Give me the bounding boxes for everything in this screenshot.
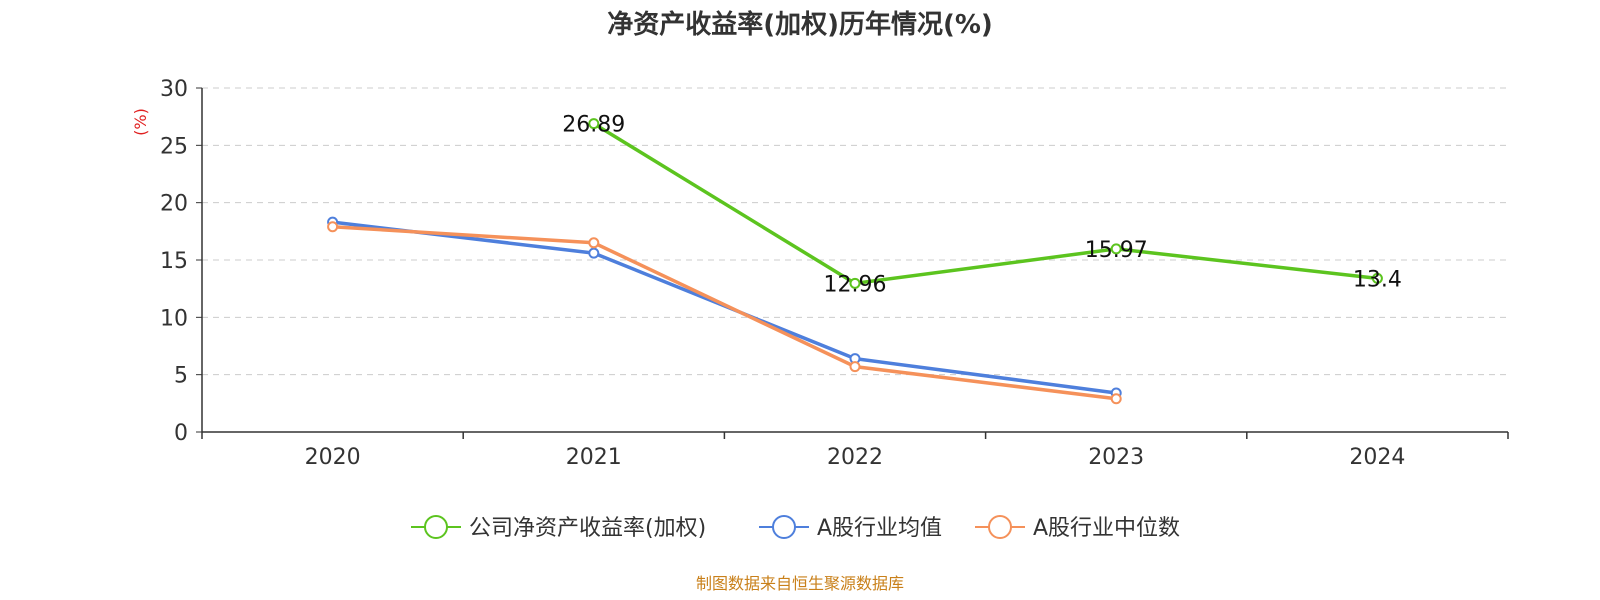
- legend-item-1[interactable]: A股行业均值: [759, 515, 942, 541]
- data-label: 15.97: [1085, 238, 1148, 263]
- x-tick-label: 2020: [305, 445, 361, 470]
- grid-lines: [202, 87, 1508, 376]
- data-point[interactable]: [588, 118, 600, 130]
- data-point[interactable]: [1110, 243, 1122, 255]
- data-point[interactable]: [1371, 272, 1383, 284]
- x-tick-label: 2023: [1088, 445, 1144, 470]
- legend-label: A股行业均值: [817, 516, 942, 541]
- data-label: 26.89: [562, 113, 625, 138]
- y-tick-label: 10: [160, 306, 188, 331]
- data-point[interactable]: [327, 221, 339, 233]
- data-point[interactable]: [588, 237, 600, 249]
- data-source-note: 制图数据来自恒生聚源数据库: [695, 574, 904, 593]
- legend-item-2[interactable]: A股行业中位数: [975, 515, 1180, 541]
- axes: 0 5 10 15 20 25 30 (%) 2020 2021 2022 2023 2024: [131, 77, 1509, 470]
- data-labels: 26.89 12.96 15.97 13.4: [562, 113, 1402, 298]
- data-label: 13.4: [1353, 267, 1402, 292]
- x-tick-label: 2022: [827, 445, 883, 470]
- y-tick-label: 30: [160, 77, 188, 102]
- series-lines: [327, 118, 1383, 405]
- y-tick-label: 20: [160, 192, 188, 217]
- data-point[interactable]: [849, 277, 861, 289]
- data-point[interactable]: [588, 247, 600, 259]
- chart-title: 净资产收益率(加权)历年情况(%): [607, 10, 993, 40]
- data-point[interactable]: [1110, 393, 1122, 405]
- y-tick-label: 15: [160, 249, 188, 274]
- y-tick-label: 5: [174, 364, 188, 389]
- data-point[interactable]: [849, 361, 861, 373]
- series-line-0[interactable]: [592, 122, 1378, 286]
- legend-marker: [772, 515, 796, 539]
- legend-label: 公司净资产收益率(加权): [469, 516, 706, 541]
- series-line-2[interactable]: [332, 225, 1117, 401]
- legend-marker: [424, 515, 448, 539]
- x-tick-label: 2024: [1349, 445, 1405, 470]
- series-line-1[interactable]: [332, 220, 1117, 395]
- y-axis-label: (%): [131, 108, 150, 136]
- y-tick-label: 0: [174, 421, 188, 446]
- legend-marker: [988, 515, 1012, 539]
- x-tick-label: 2021: [566, 445, 622, 470]
- y-tick-label: 25: [160, 134, 188, 159]
- legend-item-0[interactable]: 公司净资产收益率(加权): [411, 515, 706, 541]
- legend-label: A股行业中位数: [1033, 516, 1180, 541]
- legend[interactable]: 公司净资产收益率(加权) A股行业均值 A股行业中位数: [411, 515, 1180, 541]
- data-label: 12.96: [824, 272, 887, 297]
